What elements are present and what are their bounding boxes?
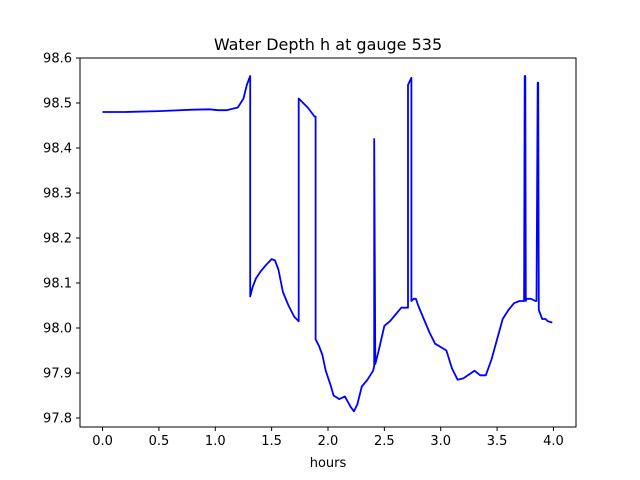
x-axis-label: hours	[310, 456, 347, 471]
x-tick-label: 0.5	[149, 434, 170, 449]
y-tick-label: 97.8	[43, 412, 72, 427]
y-tick-label: 98.3	[43, 187, 72, 202]
x-tick-label: 3.0	[430, 434, 451, 449]
y-tick-label: 98.1	[43, 277, 72, 292]
y-axis: 97.8 97.9 98.0 98.1 98.2 98.3 98.4 98.5 98.6	[43, 52, 80, 427]
x-axis: 0.0 0.5 1.0 1.5 2.0 2.5 3.0 3.5 4.0	[92, 427, 564, 449]
x-tick-label: 1.0	[205, 434, 226, 449]
x-tick-label: 1.5	[261, 434, 282, 449]
y-tick-label: 98.5	[43, 97, 72, 112]
y-tick-label: 98.0	[43, 322, 72, 337]
x-tick-label: 2.0	[318, 434, 339, 449]
x-tick-label: 2.5	[374, 434, 395, 449]
series-line	[102, 75, 553, 413]
y-tick-label: 98.6	[43, 52, 72, 67]
y-tick-label: 98.4	[43, 142, 72, 157]
y-tick-label: 98.2	[43, 232, 72, 247]
chart-title: Water Depth h at gauge 535	[214, 35, 442, 54]
x-tick-label: 3.5	[487, 434, 508, 449]
y-tick-label: 97.9	[43, 367, 72, 382]
x-tick-label: 0.0	[92, 434, 113, 449]
plot-area	[102, 75, 553, 413]
x-tick-label: 4.0	[543, 434, 564, 449]
